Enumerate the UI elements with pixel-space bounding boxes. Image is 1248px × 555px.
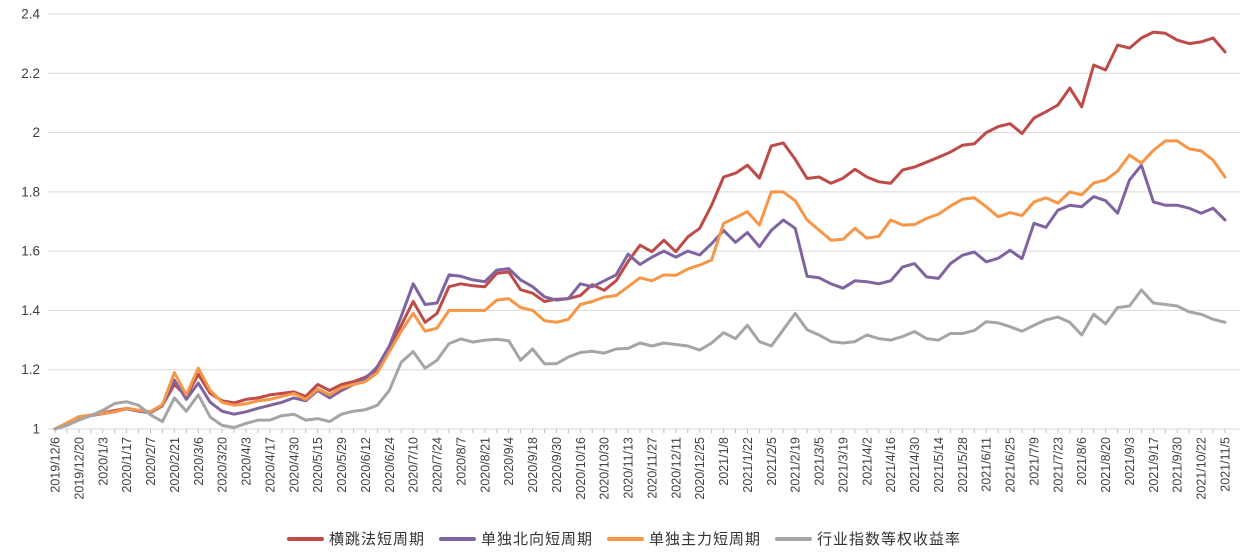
legend-line-swatch-red (286, 536, 324, 541)
x-axis-tick-label: 2021/6/11 (980, 437, 994, 492)
legend-line-swatch-gray (775, 536, 813, 541)
x-axis-tick-label: 2020/3/6 (192, 437, 206, 486)
x-axis-tick-label: 2021/9/17 (1147, 437, 1161, 493)
x-axis-tick-label: 2020/4/30 (287, 437, 301, 493)
legend-label: 行业指数等权收益率 (817, 531, 962, 548)
x-axis-tick-label: 2019/12/6 (49, 437, 63, 493)
x-axis-tick-label: 2020/6/24 (383, 437, 397, 493)
x-axis-tick-label: 2020/9/4 (502, 437, 516, 486)
x-axis-tick-label: 2020/11/27 (645, 437, 659, 499)
legend-item-beixiang: 单独北向短周期 (438, 528, 593, 549)
legend-label: 单独主力短周期 (649, 531, 762, 548)
x-axis-tick-label: 2021/4/30 (908, 437, 922, 493)
legend-item-zhuli: 单独主力短周期 (607, 528, 761, 549)
x-axis-ticks (54, 429, 1226, 433)
x-axis-tick-label: 2021/7/9 (1027, 437, 1041, 486)
series-line-2 (53, 139, 1227, 431)
x-axis-tick-label: 2021/8/20 (1099, 437, 1113, 493)
y-axis-tick-label: 1.6 (21, 244, 40, 259)
y-axis-tick-label: 1 (32, 422, 40, 437)
chart-legend: 横跳法短周期 单独北向短周期 单独主力短周期 行业指数等权收益率 (0, 528, 1248, 549)
x-axis-tick-label: 2020/12/11 (669, 437, 683, 499)
x-axis-tick-label: 2020/11/13 (622, 437, 636, 499)
x-axis-tick-label: 2020/4/17 (263, 437, 277, 493)
series-lines (53, 30, 1227, 431)
x-axis-tick-label: 2021/5/28 (956, 437, 970, 493)
y-axis-tick-label: 2.4 (21, 7, 40, 22)
legend-line-swatch-purple (438, 536, 476, 541)
x-axis-tick-label: 2020/2/21 (168, 437, 182, 493)
x-axis-tick-label: 2020/1/3 (96, 437, 110, 486)
gridlines (48, 13, 1240, 430)
x-axis-tick-label: 2019/12/20 (72, 437, 86, 500)
y-axis-tick-label: 1.8 (21, 184, 40, 199)
x-axis-tick-label: 2020/8/7 (454, 437, 468, 486)
x-axis-tick-label: 2020/3/20 (216, 437, 230, 493)
x-axis-tick-label: 2021/4/16 (884, 437, 898, 493)
legend-item-index: 行业指数等权收益率 (775, 528, 961, 549)
x-axis-tick-label: 2020/5/15 (311, 437, 325, 493)
x-axis-tick-label: 2020/6/12 (359, 437, 373, 493)
x-axis-tick-label: 2020/8/21 (478, 437, 492, 493)
x-axis-tick-label: 2021/2/19 (789, 437, 803, 493)
y-axis-tick-label: 1.2 (21, 362, 40, 377)
x-axis-tick-label: 2020/9/18 (526, 437, 540, 493)
x-axis-tick-label: 2021/3/5 (813, 437, 827, 486)
legend-label: 单独北向短周期 (480, 531, 593, 548)
x-axis-tick-label: 2020/7/24 (431, 437, 445, 493)
x-axis-tick-label: 2021/8/6 (1075, 437, 1089, 486)
y-axis-tick-label: 2.2 (21, 66, 40, 81)
x-axis-tick-label: 2021/9/30 (1171, 437, 1185, 493)
x-axis-tick-label: 2020/5/29 (335, 437, 349, 493)
series-line-1 (53, 163, 1227, 431)
x-axis-tick-label: 2020/4/3 (240, 437, 254, 486)
x-axis-tick-label: 2020/12/25 (693, 437, 707, 500)
x-axis-tick-label: 2021/5/14 (932, 437, 946, 493)
x-axis-tick-label: 2021/11/5 (1219, 437, 1233, 492)
x-axis-labels: 2019/12/6 2019/12/20 2020/1/3 2020/1/17 2020… (49, 437, 1233, 500)
x-axis-tick-label: 2020/10/30 (598, 437, 612, 500)
x-axis-tick-label: 2021/4/2 (860, 437, 874, 486)
y-axis-tick-label: 1.4 (21, 303, 40, 318)
x-axis-tick-label: 2021/6/25 (1004, 437, 1018, 493)
series-line-0 (53, 30, 1227, 431)
x-axis-tick-label: 2021/2/5 (765, 437, 779, 486)
legend-line-swatch-orange (607, 536, 644, 541)
legend-label: 横跳法短周期 (328, 531, 425, 548)
x-axis-tick-label: 2021/3/19 (836, 437, 850, 493)
x-axis-tick-label: 2021/1/8 (717, 437, 731, 486)
x-axis-tick-label: 2020/7/10 (407, 437, 421, 493)
x-axis-tick-label: 2021/1/22 (741, 437, 755, 493)
x-axis-tick-label: 2020/2/7 (144, 437, 158, 486)
y-axis-labels: 1 1.2 1.4 1.6 1.8 2 2.2 2.4 (21, 7, 40, 437)
x-axis-tick-label: 2020/9/30 (550, 437, 564, 493)
x-axis-tick-label: 2021/7/23 (1051, 437, 1065, 493)
x-axis-tick-label: 2021/10/22 (1195, 437, 1209, 500)
legend-item-hengtiaofa: 横跳法短周期 (286, 528, 425, 549)
y-axis-tick-label: 2 (32, 125, 40, 140)
x-axis-tick-label: 2020/1/17 (120, 437, 134, 493)
series-line-3 (53, 288, 1227, 431)
x-axis-tick-label: 2020/10/16 (574, 437, 588, 500)
x-axis-tick-label: 2021/9/3 (1123, 437, 1137, 486)
